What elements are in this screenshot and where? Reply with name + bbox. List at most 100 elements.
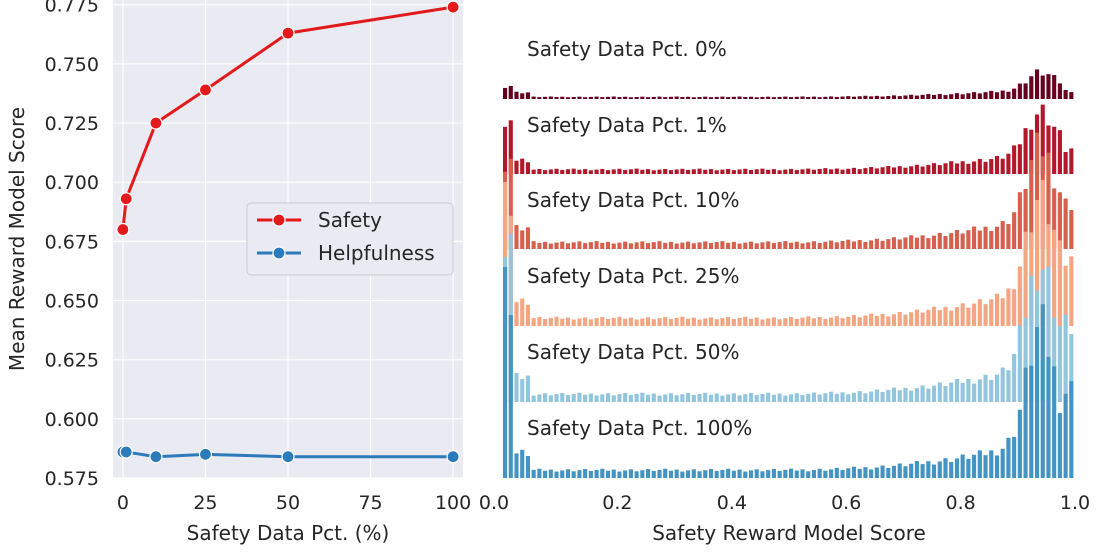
histogram-bar <box>600 394 605 402</box>
histogram-bar <box>972 226 977 249</box>
histogram-bar <box>972 161 977 174</box>
histogram-bar <box>949 310 954 326</box>
histogram-bar <box>657 96 662 99</box>
histogram-bar <box>674 469 679 478</box>
histogram-bar <box>1006 437 1011 478</box>
histogram-bar <box>708 169 714 174</box>
histogram-bar <box>851 96 857 99</box>
histogram-bar <box>525 162 530 174</box>
histogram-bar <box>857 240 862 249</box>
histogram-bar <box>972 92 977 99</box>
histogram-bar <box>926 94 931 99</box>
histogram-bar <box>1057 240 1062 326</box>
histogram-bar <box>777 393 782 402</box>
histogram-bar <box>1063 89 1068 99</box>
histogram-panel-4 <box>503 233 1074 402</box>
histogram-bar <box>605 96 611 99</box>
histogram-bar <box>548 169 553 174</box>
hist-x-tick-label: 1.0 <box>1060 492 1090 514</box>
histogram-bar <box>886 95 891 99</box>
histogram-bar <box>611 96 616 99</box>
histogram-chart: Safety Data Pct. 0% Safety Data Pct. 1% … <box>479 37 1090 545</box>
histogram-bar <box>623 318 628 326</box>
histogram-bar <box>531 469 536 478</box>
histogram-bar <box>851 315 857 326</box>
histogram-bar <box>737 243 742 249</box>
histogram-bar <box>1063 198 1068 249</box>
histogram-bar <box>571 471 576 478</box>
histogram-bar <box>886 467 891 478</box>
histogram-bar <box>628 243 633 249</box>
histogram-bar <box>697 96 702 99</box>
histogram-bar <box>680 394 685 402</box>
histogram-bar <box>594 241 599 249</box>
histogram-bar <box>863 241 868 249</box>
histogram-bar <box>897 96 902 99</box>
x-axis-label: Safety Data Pct. (%) <box>187 521 390 545</box>
histogram-bar <box>800 169 805 174</box>
y-tick-label: 0.725 <box>45 113 99 135</box>
histogram-bar <box>794 96 799 99</box>
histogram-bar <box>508 85 513 99</box>
histogram-bar <box>760 96 765 99</box>
histogram-bar <box>806 168 811 174</box>
histogram-bar <box>840 318 845 326</box>
histogram-bar <box>891 387 897 402</box>
histogram-bar <box>691 97 696 99</box>
histogram-bar <box>697 319 702 326</box>
histogram-bar <box>697 242 702 249</box>
histogram-bar <box>966 458 971 478</box>
histogram-bar <box>520 379 525 402</box>
histogram-bar <box>760 242 765 249</box>
histogram-bar <box>943 386 948 402</box>
hist-x-tick-label: 0.6 <box>831 492 861 514</box>
histogram-bar <box>503 87 508 99</box>
histogram-bar <box>806 242 811 249</box>
histogram-bar <box>851 241 857 249</box>
histogram-bar <box>686 169 691 174</box>
histogram-bar <box>577 96 582 99</box>
histogram-bar <box>920 312 925 326</box>
histogram-bar <box>548 317 553 326</box>
histogram-bar <box>1046 266 1051 402</box>
histogram-bar <box>846 394 851 402</box>
histogram-bar <box>571 319 576 326</box>
histogram-bar <box>731 96 736 99</box>
histogram-bar <box>720 241 725 249</box>
histogram-bar <box>823 241 828 249</box>
histogram-bar <box>1012 436 1017 478</box>
histogram-bar <box>794 393 799 402</box>
histogram-bar <box>806 316 811 326</box>
histogram-bar <box>783 469 788 478</box>
histogram-bar <box>886 389 891 402</box>
histogram-bar <box>817 394 822 402</box>
histogram-bar <box>520 298 525 326</box>
histogram-bar <box>1000 90 1005 99</box>
histogram-bar <box>897 311 902 326</box>
x-tick-label: 50 <box>276 492 300 514</box>
histogram-bar <box>943 95 948 99</box>
histogram-bar <box>811 96 816 99</box>
histogram-bar <box>634 319 639 326</box>
histogram-bar <box>520 449 525 478</box>
hist-x-tick-labels: 0.0 0.2 0.4 0.6 0.8 1.0 <box>479 492 1090 514</box>
histogram-bar <box>588 242 593 249</box>
histogram-bar <box>520 230 525 249</box>
histogram-bar <box>588 319 593 326</box>
histogram-bar <box>514 372 519 402</box>
histogram-bar <box>1069 256 1074 326</box>
histogram-bar <box>525 304 530 326</box>
histogram-bar <box>1052 229 1057 326</box>
histogram-bar <box>989 450 994 478</box>
histogram-bar <box>840 96 845 99</box>
histogram-bar <box>914 164 919 174</box>
histogram-bar <box>771 469 776 478</box>
data-point-helpfulness <box>119 445 133 459</box>
histogram-bar <box>914 461 919 478</box>
histogram-bar <box>743 394 748 402</box>
histogram-bar <box>691 395 696 402</box>
histogram-bar <box>548 243 553 249</box>
histogram-bar <box>989 159 994 174</box>
histogram-bar <box>531 169 536 174</box>
histogram-bar <box>926 309 931 326</box>
